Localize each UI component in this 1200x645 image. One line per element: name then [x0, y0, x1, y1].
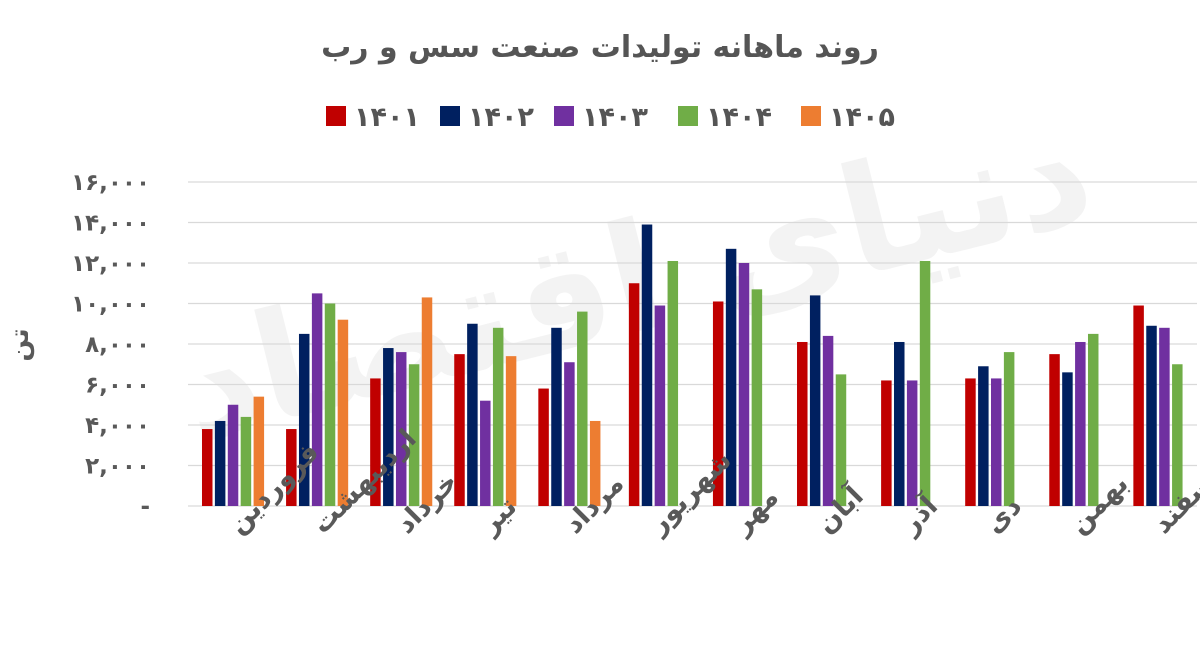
y-axis-title: تن [5, 328, 35, 361]
bar [286, 429, 297, 506]
bar [725, 248, 737, 506]
bar [906, 380, 918, 506]
y-tick-label: ۶,۰۰۰ [85, 373, 150, 399]
y-tick-label: ۲,۰۰۰ [85, 454, 150, 480]
bar [253, 396, 265, 506]
bar [751, 289, 763, 506]
bars [201, 224, 1183, 507]
legend-label: ۱۴۰۴ [706, 102, 772, 133]
bar [538, 388, 549, 506]
bar [227, 404, 239, 506]
bar [1133, 305, 1144, 506]
y-tick-label: ۱۲,۰۰۰ [71, 251, 150, 277]
bar [505, 356, 517, 506]
y-tick-label: ۴,۰۰۰ [85, 413, 150, 439]
legend-swatch [440, 106, 460, 126]
y-tick-label: - [140, 494, 150, 520]
legend-swatch [554, 106, 574, 126]
bar [1003, 352, 1015, 506]
bar [919, 260, 931, 506]
bar [298, 333, 310, 507]
bar [492, 327, 504, 506]
bar [240, 416, 252, 506]
bar [1049, 354, 1060, 507]
bar [383, 348, 394, 506]
bar [589, 420, 601, 506]
legend: ۱۴۰۱ ۱۴۰۲ ۱۴۰۳ ۱۴۰۴ ۱۴۰۵ [326, 102, 895, 133]
bar [551, 327, 562, 506]
bar [311, 293, 323, 507]
gridlines [188, 181, 1197, 507]
bar [1159, 327, 1170, 506]
bar [835, 374, 847, 507]
x-tick-label: بهمن [1063, 468, 1135, 540]
y-axis-ticks: - ۲,۰۰۰ ۴,۰۰۰ ۶,۰۰۰ ۸,۰۰۰ ۱۰,۰۰۰ ۱۲,۰۰۰ ۱۴,۰۰۰ ۱… [71, 170, 150, 520]
bar [1062, 372, 1073, 506]
bar [1172, 364, 1183, 506]
legend-swatch [326, 106, 346, 126]
legend-label: ۱۴۰۱ [354, 102, 420, 133]
bar [881, 380, 892, 506]
bar [641, 224, 653, 506]
bar [214, 420, 226, 506]
bar [454, 354, 465, 507]
bar [467, 323, 478, 506]
legend-label: ۱۴۰۳ [582, 102, 648, 133]
bar [797, 341, 808, 506]
bar [1075, 341, 1086, 506]
legend-label: ۱۴۰۵ [829, 102, 895, 133]
bar [324, 303, 336, 506]
y-tick-label: ۸,۰۰۰ [85, 332, 150, 358]
bar [337, 319, 349, 506]
bar [370, 378, 381, 506]
y-tick-label: ۱۶,۰۰۰ [71, 170, 150, 196]
bar [712, 301, 724, 506]
bar [577, 311, 588, 506]
legend-swatch [678, 106, 698, 126]
bar [1146, 325, 1157, 506]
chart-title: روند ماهانه تولیدات صنعت سس و رب [321, 30, 879, 65]
bar [1087, 333, 1099, 507]
bar [894, 341, 905, 506]
bar [408, 364, 420, 506]
bar [978, 366, 989, 506]
bar [667, 260, 679, 506]
bar [990, 378, 1002, 506]
bar [564, 362, 575, 506]
bar [201, 429, 213, 506]
legend-swatch [801, 106, 821, 126]
bar [738, 263, 750, 506]
bar [822, 335, 834, 506]
bar [809, 295, 821, 506]
bar [654, 305, 666, 506]
y-tick-label: ۱۰,۰۰۰ [71, 292, 150, 318]
bar [421, 297, 433, 506]
bar [395, 352, 407, 506]
bar [628, 283, 640, 506]
bar [965, 378, 976, 506]
y-tick-label: ۱۴,۰۰۰ [71, 211, 150, 237]
bar [480, 400, 491, 506]
legend-label: ۱۴۰۲ [468, 102, 534, 133]
